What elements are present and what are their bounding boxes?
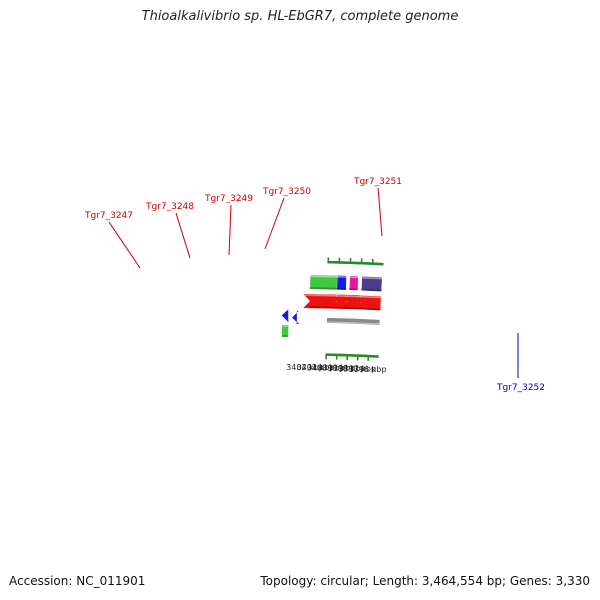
leader-line: [264, 197, 285, 250]
gene-block-blue-body: [281, 309, 289, 323]
scale-label: 3398 kbp: [328, 364, 366, 373]
gene-block-tgr7-3251-shade: [309, 287, 338, 290]
gene-block-purple-shade: [360, 288, 383, 292]
leader-line: [175, 212, 191, 259]
scale-label: 3396 kbp: [349, 365, 387, 374]
gene-block-tgr7-3251: [309, 275, 338, 290]
gene-block-blue: [281, 309, 290, 323]
gene-block-tgr7-3252-body: [292, 311, 299, 325]
gene-block-tgr7-3248-body: [349, 276, 359, 291]
gene-block-tgr7-3251-highlight: [309, 275, 338, 278]
outer-tick-ring: [327, 257, 384, 266]
scale-label: 3399 kbp: [317, 364, 355, 373]
gene-block-tgr7-3251-body: [310, 275, 338, 290]
cds-block-body: [338, 294, 348, 309]
leader-line: [108, 221, 141, 269]
gene-label: Tgr7_3247: [84, 211, 133, 221]
cds-block-body: [303, 294, 337, 309]
gene-labels: Tgr7_3247 Tgr7_3248 Tgr7_3249 Tgr7_3250 Tgr7…: [84, 177, 545, 393]
cds-block-body: [350, 295, 361, 310]
gene-block-tgr7-3250: [336, 275, 348, 290]
gene-block-tgr7-3250-body: [337, 275, 347, 290]
gene-block-tgr7-3248: [348, 276, 359, 291]
cds-block-highlight: [302, 294, 337, 297]
backbone-arc-highlight: [326, 321, 380, 325]
gene-block-green-body: [281, 325, 289, 338]
cds-block-shade: [359, 307, 382, 311]
label-leader-lines: [108, 187, 519, 378]
genome-backbone: [326, 317, 380, 325]
map-title: Thioalkalivibrio sp. HL-EbGR7, complete …: [141, 9, 459, 24]
cds-block-body: [353, 295, 381, 311]
backbone-arc: [326, 317, 380, 325]
accession-text: Accession: NC_011901: [9, 574, 146, 588]
gene-label: Tgr7_3249: [204, 194, 253, 204]
gene-label: Tgr7_3252: [496, 383, 545, 393]
leader-line: [377, 187, 383, 237]
inner-tick-ring: [325, 353, 379, 361]
gene-block-green: [281, 325, 289, 338]
topology-text: Topology: circular; Length: 3,464,554 bp…: [260, 574, 590, 588]
cds-block: [302, 294, 337, 309]
feature-tracks: [281, 275, 383, 338]
gene-block-tgr7-3252: [292, 311, 300, 325]
gene-label: Tgr7_3251: [353, 177, 402, 187]
gene-label: Tgr7_3250: [262, 187, 311, 197]
scale-label: 3402 kbp: [286, 363, 324, 372]
scale-label: 3400 kbp: [307, 363, 345, 372]
scale-label: 3397 kbp: [338, 364, 376, 373]
scale-label: 3401 kbp: [297, 363, 335, 372]
gene-block-purple-body: [361, 276, 382, 292]
cds-block-shade: [309, 306, 337, 309]
gene-block-purple: [360, 276, 383, 292]
leader-line: [228, 204, 232, 256]
gene-label: Tgr7_3248: [145, 202, 194, 212]
gene-block-purple-highlight: [361, 276, 383, 280]
